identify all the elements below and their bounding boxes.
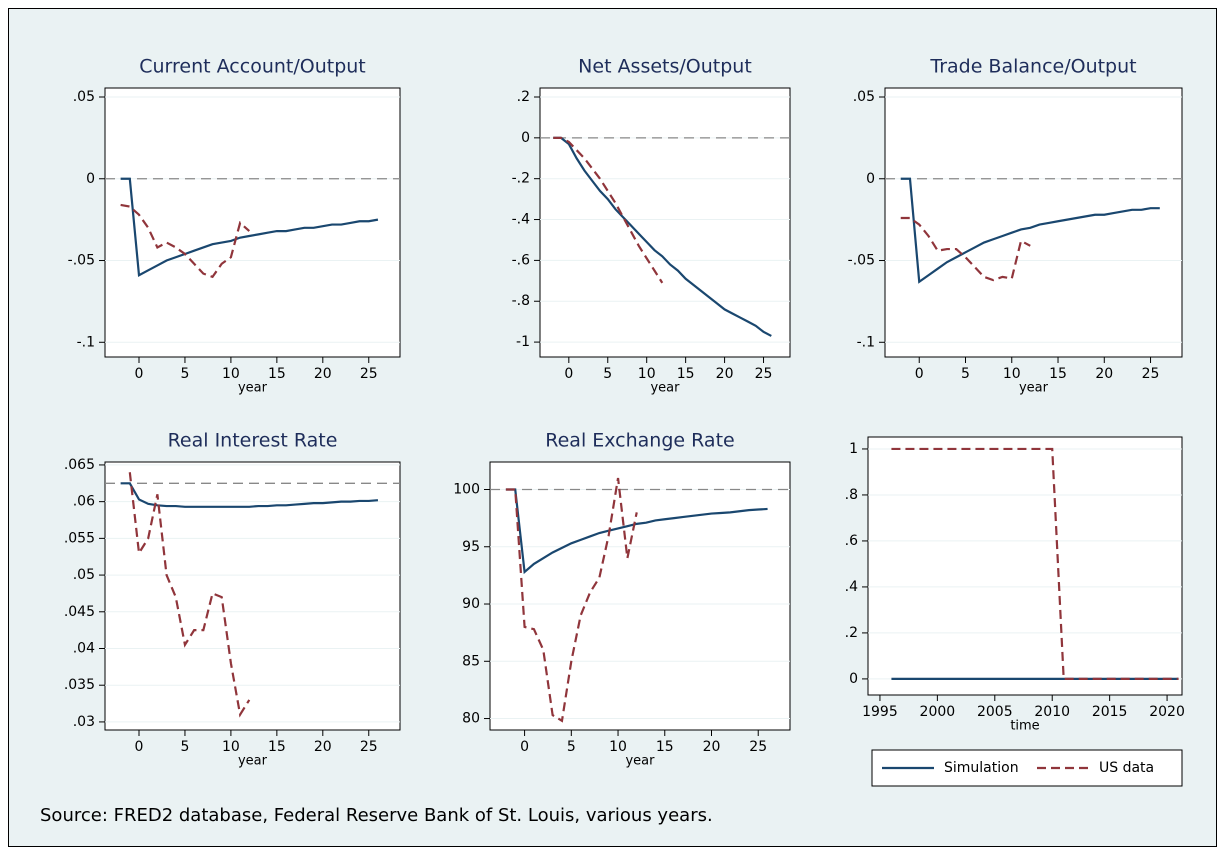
y-tick-label: .06 — [73, 494, 95, 510]
y-tick-label: -.1 — [77, 334, 95, 350]
x-tick-label: 0 — [915, 366, 924, 382]
x-tick-label: 10 — [222, 739, 240, 755]
x-tick-label: 10 — [609, 739, 627, 755]
x-axis-label: year — [650, 381, 680, 396]
x-axis-label: year — [238, 381, 268, 396]
series-line — [120, 482, 379, 508]
y-tick-label: -.2 — [512, 171, 530, 187]
x-tick-label: 20 — [314, 366, 332, 382]
x-tick-label: 20 — [1095, 366, 1113, 382]
y-tick-label: .055 — [64, 530, 95, 546]
x-tick-label: 15 — [677, 366, 695, 382]
y-tick-label: -.05 — [848, 253, 875, 269]
y-tick-label: .045 — [64, 604, 95, 620]
chart-title: Real Interest Rate — [168, 430, 338, 452]
series-line — [128, 472, 251, 718]
y-tick-label: 95 — [462, 539, 480, 555]
x-tick-label: 15 — [268, 739, 286, 755]
series-line — [120, 203, 251, 279]
x-tick-label: 5 — [961, 366, 970, 382]
x-tick-label: 0 — [135, 739, 144, 755]
y-tick-label: .05 — [853, 89, 875, 105]
source-note: Source: FRED2 database, Federal Reserve … — [40, 805, 713, 826]
legend-label: US data — [1099, 760, 1154, 776]
x-axis-label: year — [238, 754, 268, 769]
y-tick-label: .2 — [517, 89, 530, 105]
series-line — [505, 477, 638, 723]
chart-title: Net Assets/Output — [578, 56, 752, 78]
plot-area — [539, 87, 791, 358]
x-tick-label: 15 — [656, 739, 674, 755]
y-tick-label: 100 — [453, 481, 480, 497]
x-tick-label: 5 — [567, 739, 576, 755]
x-tick-label: 15 — [1049, 366, 1067, 382]
x-tick-label: 20 — [703, 739, 721, 755]
x-tick-label: 0 — [135, 366, 144, 382]
plot-area — [867, 436, 1183, 696]
legend-label: Simulation — [944, 760, 1019, 776]
x-axis-label: time — [1010, 719, 1039, 734]
x-tick-label: 5 — [180, 366, 189, 382]
x-tick-label: 0 — [564, 366, 573, 382]
y-tick-label: .035 — [64, 677, 95, 693]
y-tick-label: 0 — [86, 171, 95, 187]
y-tick-label: -1 — [516, 334, 530, 350]
y-tick-label: 85 — [462, 653, 480, 669]
chart-title: Current Account/Output — [139, 56, 366, 78]
y-tick-label: .6 — [845, 533, 858, 549]
y-tick-label: .04 — [73, 640, 95, 656]
y-tick-label: -.6 — [512, 252, 531, 268]
x-tick-label: 10 — [638, 366, 656, 382]
x-tick-label: 2010 — [1034, 704, 1070, 720]
plot-area — [884, 87, 1183, 358]
y-tick-label: 0 — [521, 130, 530, 146]
x-axis-label: year — [1019, 381, 1049, 396]
x-tick-label: 25 — [360, 739, 378, 755]
x-tick-label: 25 — [749, 739, 767, 755]
series-line — [553, 136, 664, 284]
y-tick-label: .05 — [73, 89, 95, 105]
y-tick-label: 1 — [849, 441, 858, 457]
chart-title: Real Exchange Rate — [545, 430, 734, 452]
series-line — [900, 177, 1160, 284]
series-line — [891, 447, 1179, 680]
x-tick-label: 0 — [520, 739, 529, 755]
y-tick-label: -.8 — [512, 293, 530, 309]
y-tick-label: .05 — [73, 567, 95, 583]
y-tick-label: .2 — [845, 625, 858, 641]
series-line — [120, 177, 379, 277]
x-tick-label: 15 — [268, 366, 286, 382]
x-tick-label: 25 — [360, 366, 378, 382]
series-line — [553, 136, 772, 337]
x-tick-label: 2005 — [977, 704, 1013, 720]
y-tick-label: .03 — [73, 714, 95, 730]
y-tick-label: 0 — [866, 171, 875, 187]
y-tick-label: -.05 — [68, 253, 95, 269]
y-tick-label: .8 — [845, 487, 858, 503]
x-tick-label: 2000 — [920, 704, 956, 720]
plot-area — [489, 461, 791, 731]
series-line — [505, 488, 768, 575]
x-tick-label: 1995 — [862, 704, 898, 720]
y-tick-label: 80 — [462, 711, 480, 727]
x-tick-label: 5 — [603, 366, 612, 382]
x-tick-label: 20 — [314, 739, 332, 755]
x-tick-label: 10 — [1003, 366, 1021, 382]
y-tick-label: .065 — [64, 457, 95, 473]
x-axis-label: year — [625, 754, 655, 769]
x-tick-label: 25 — [755, 366, 773, 382]
y-tick-label: -.4 — [512, 212, 531, 228]
x-tick-label: 2020 — [1149, 704, 1185, 720]
y-tick-label: 0 — [849, 671, 858, 687]
y-tick-label: .4 — [845, 579, 858, 595]
x-tick-label: 5 — [180, 739, 189, 755]
x-tick-label: 20 — [716, 366, 734, 382]
x-tick-label: 2015 — [1092, 704, 1128, 720]
x-tick-label: 25 — [1142, 366, 1160, 382]
y-tick-label: 90 — [462, 596, 480, 612]
x-tick-label: 10 — [222, 366, 240, 382]
chart-title: Trade Balance/Output — [929, 56, 1136, 78]
y-tick-label: -.1 — [857, 334, 875, 350]
